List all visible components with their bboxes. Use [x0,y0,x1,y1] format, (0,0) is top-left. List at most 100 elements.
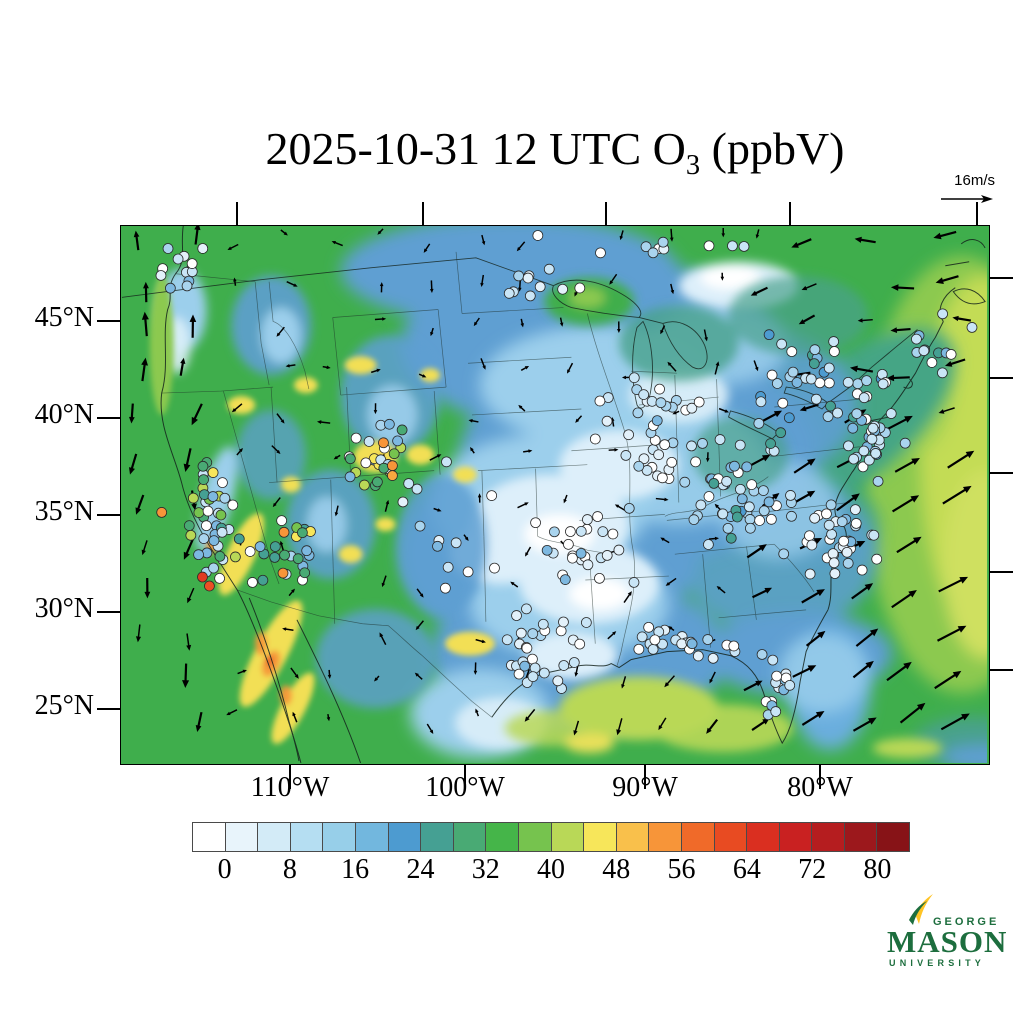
obs-marker [414,520,426,532]
wind-arrow [619,230,624,241]
obs-marker [574,638,586,650]
obs-marker [755,396,767,408]
wind-arrow [286,280,298,287]
colorbar-cell [388,822,422,852]
wind-arrow [316,420,331,424]
obs-marker [292,553,304,565]
wind-arrow [667,361,677,372]
obs-marker [543,263,555,275]
obs-marker [843,440,854,452]
colorbar-cell [518,822,552,852]
obs-marker [688,514,700,526]
wind-arrow [563,494,568,504]
logo-mason-text: MASON [887,924,1008,959]
obs-marker [297,527,308,539]
colorbar-tick-label: 64 [732,854,761,885]
wind-arrow [276,413,285,424]
obs-marker [804,530,815,542]
obs-marker [200,520,212,532]
wind-arrow [322,365,331,370]
wind-arrow [670,283,675,295]
lat-axis-label: 40°N [34,399,94,430]
obs-marker [344,471,356,483]
obs-marker [646,396,658,407]
obs-marker [745,522,756,534]
obs-marker [821,508,832,520]
obs-marker [532,230,544,241]
obs-marker [372,476,383,488]
axis-tick [819,765,821,789]
title-species-subscript: 3 [685,150,701,182]
wind-arrow [231,403,243,413]
obs-marker [863,454,875,466]
colorbar-cell [225,822,259,852]
obs-marker [524,290,536,302]
wind-arrow [518,404,526,412]
obs-marker [822,411,834,422]
obs-marker [558,660,570,671]
wind-arrow [236,447,243,456]
colorbar-tick-label: 0 [217,854,232,885]
axis-tick [990,472,1013,474]
obs-marker [563,538,574,550]
colorbar-tick-label: 80 [863,854,892,885]
colorbar-cell [355,822,389,852]
obs-marker [654,383,665,395]
colorbar-cell [616,822,650,852]
wind-arrow [801,589,825,604]
obs-marker [729,460,740,472]
wind-arrow [285,363,296,368]
wind-arrow [718,407,729,413]
obs-marker [847,422,859,434]
axis-tick [97,708,120,710]
obs-marker [826,528,837,540]
wind-arrow [655,497,669,502]
obs-marker [746,479,758,490]
wind-arrow [520,365,530,371]
obs-marker [519,660,531,672]
wind-arrow [370,368,381,374]
obs-marker [513,668,525,680]
wind-arrow [664,675,675,688]
obs-marker [527,671,539,682]
lat-axis-label: 45°N [34,302,94,333]
obs-marker [738,241,750,252]
obs-marker [511,610,522,621]
obs-marker [823,362,835,374]
wind-arrow [621,676,627,689]
wind-arrow [524,708,536,722]
obs-marker [202,505,214,517]
obs-marker [926,357,938,368]
colorbar-cell [812,822,845,852]
wind-arrow [187,587,195,604]
obs-marker [766,513,777,525]
wind-arrow [189,314,197,338]
obs-marker [829,346,840,357]
obs-marker [872,475,884,487]
wind-arrow [852,660,874,679]
obs-marker [559,574,571,585]
obs-marker [244,546,256,557]
colorbar-cell [714,822,748,852]
obs-marker [594,572,605,584]
obs-marker [695,499,707,511]
axis-tick [990,669,1013,671]
obs-marker [441,456,452,468]
wind-arrow [179,357,186,376]
axis-tick [990,277,1013,279]
obs-marker [515,627,527,639]
colorbar-tick-label: 48 [602,854,631,885]
wind-arrow [855,628,879,647]
wind-arrow [607,631,617,640]
obs-marker [651,415,663,426]
wind-arrow [418,373,427,378]
obs-marker [647,643,659,655]
obs-marker [214,572,225,584]
axis-tick [97,611,120,613]
obs-marker [868,529,880,541]
title-datetime: 2025-10-31 12 UTC O [265,123,686,174]
wind-arrow [288,588,295,597]
obs-marker [871,553,883,565]
wind-arrow [792,665,817,678]
obs-marker [918,345,930,357]
